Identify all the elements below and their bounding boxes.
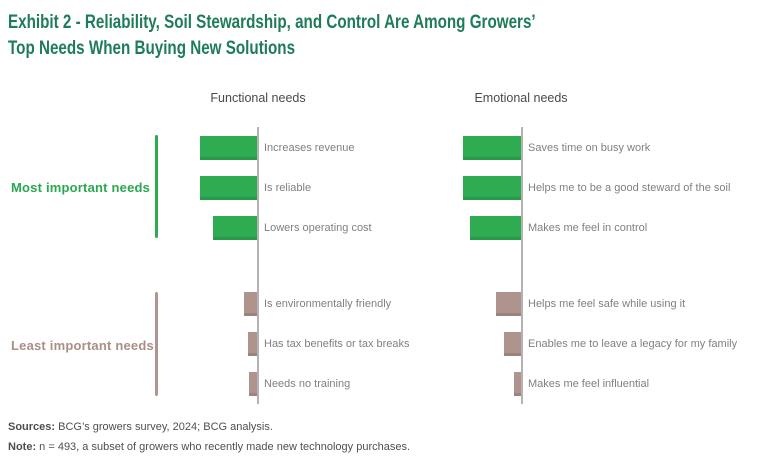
bar-label-has-tax-benefits-or-tax-breaks: Has tax benefits or tax breaks bbox=[264, 338, 410, 350]
bar-label-helps-me-feel-safe-while-using-it: Helps me feel safe while using it bbox=[528, 298, 686, 310]
bar-label-lowers-operating-cost: Lowers operating cost bbox=[264, 222, 372, 234]
sources-label: Sources: bbox=[8, 421, 56, 433]
bar-label-needs-no-training: Needs no training bbox=[264, 378, 351, 390]
least-important-needs-label: Least important needs bbox=[11, 338, 154, 353]
bar-has-tax-benefits-or-tax-breaks bbox=[248, 332, 257, 356]
bar-label-is-reliable: Is reliable bbox=[264, 182, 312, 194]
sources-line: Sources: BCG’s growers survey, 2024; BCG… bbox=[8, 421, 273, 433]
exhibit-title-line2: Top Needs When Buying New Solutions bbox=[8, 37, 296, 59]
bar-label-saves-time-on-busy-work: Saves time on busy work bbox=[528, 142, 651, 154]
bar-label-makes-me-feel-influential: Makes me feel influential bbox=[528, 378, 650, 390]
most-important-bracket-line bbox=[155, 135, 158, 238]
bar-lowers-operating-cost bbox=[213, 216, 257, 240]
bar-is-environmentally-friendly bbox=[244, 292, 257, 316]
baseline-axis-functional-needs bbox=[257, 127, 259, 404]
bar-increases-revenue bbox=[200, 136, 257, 160]
functional-needs-header: Functional needs bbox=[210, 91, 306, 105]
most-important-needs-label: Most important needs bbox=[11, 180, 151, 195]
bar-saves-time-on-busy-work bbox=[463, 136, 521, 160]
baseline-axis-emotional-needs bbox=[521, 127, 523, 404]
bar-helps-me-to-be-a-good-steward-of-the-soil bbox=[463, 176, 521, 200]
note-line: Note: n = 493, a subset of growers who r… bbox=[8, 441, 410, 453]
bar-needs-no-training bbox=[249, 372, 257, 396]
sources-text: BCG’s growers survey, 2024; BCG analysis… bbox=[58, 421, 273, 433]
bar-label-makes-me-feel-in-control: Makes me feel in control bbox=[528, 222, 648, 234]
bar-makes-me-feel-influential bbox=[514, 372, 521, 396]
bar-is-reliable bbox=[200, 176, 257, 200]
exhibit-title-line1: Exhibit 2 - Reliability, Soil Stewardshi… bbox=[8, 11, 536, 33]
least-important-bracket-line bbox=[155, 292, 158, 396]
bar-makes-me-feel-in-control bbox=[470, 216, 521, 240]
bar-helps-me-feel-safe-while-using-it bbox=[496, 292, 521, 316]
bar-label-increases-revenue: Increases revenue bbox=[264, 142, 355, 154]
exhibit-title: Exhibit 2 - Reliability, Soil Stewardshi… bbox=[8, 9, 536, 61]
bar-label-is-environmentally-friendly: Is environmentally friendly bbox=[264, 298, 392, 310]
emotional-needs-header: Emotional needs bbox=[474, 91, 568, 105]
bar-label-enables-me-to-leave-a-legacy-for-my-family: Enables me to leave a legacy for my fami… bbox=[528, 338, 738, 350]
bar-enables-me-to-leave-a-legacy-for-my-family bbox=[504, 332, 521, 356]
bar-label-helps-me-to-be-a-good-steward-of-the-soil: Helps me to be a good steward of the soi… bbox=[528, 182, 731, 194]
note-label: Note: bbox=[8, 441, 37, 453]
note-text: n = 493, a subset of growers who recentl… bbox=[39, 441, 411, 453]
